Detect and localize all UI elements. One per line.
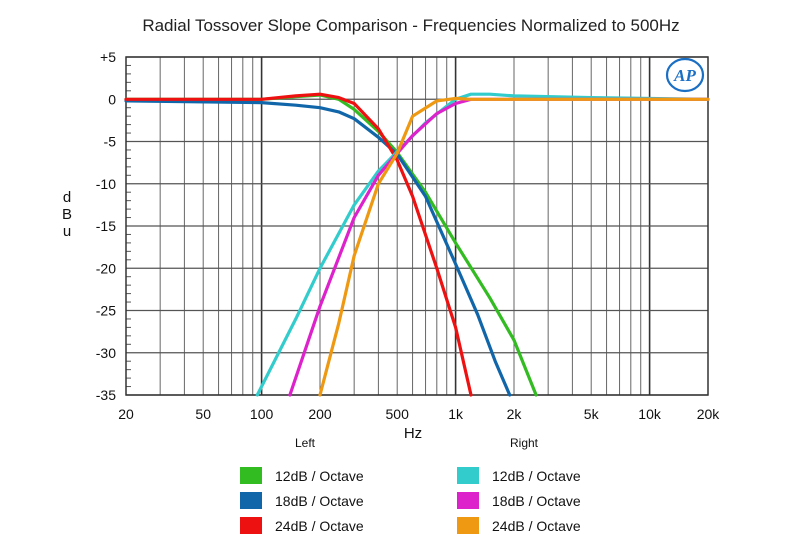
x-sublabel-right: Right — [510, 436, 539, 450]
y-tick-label: +5 — [100, 49, 116, 65]
legend-swatch — [457, 517, 479, 534]
x-tick-label: 5k — [584, 406, 600, 422]
y-tick-label: -30 — [96, 345, 116, 361]
series-lines — [124, 92, 710, 397]
y-axis-label-char: B — [62, 206, 72, 223]
horizontal-gridlines — [126, 56, 708, 396]
legend-swatch — [457, 467, 479, 484]
y-tick-label: -15 — [96, 218, 116, 234]
chart-title: Radial Tossover Slope Comparison - Frequ… — [142, 16, 679, 35]
legend-label: 12dB / Octave — [275, 468, 364, 484]
legend-label: 18dB / Octave — [492, 493, 581, 509]
series-line-right-1 — [288, 97, 710, 397]
x-tick-label: 20k — [697, 406, 721, 422]
legend-swatch — [457, 492, 479, 509]
legend-label: 18dB / Octave — [275, 493, 364, 509]
series-line-right-2 — [318, 96, 710, 397]
ap-logo: AP — [665, 57, 705, 93]
x-tick-label: 20 — [118, 406, 134, 422]
y-axis-label-char: d — [63, 189, 71, 206]
x-tick-label: 2k — [507, 406, 523, 422]
legend-swatch — [240, 492, 262, 509]
x-tick-label: 500 — [386, 406, 410, 422]
legend: 12dB / Octave 18dB / Octave 24dB / Octave 1… — [240, 467, 581, 534]
x-sublabel-left: Left — [295, 436, 316, 450]
y-tick-label: -35 — [96, 387, 116, 403]
legend-label: 24dB / Octave — [492, 518, 581, 534]
x-tick-label: 1k — [448, 406, 464, 422]
series-line-left-2 — [124, 92, 473, 397]
x-tick-label: 200 — [308, 406, 332, 422]
x-tick-label: 10k — [638, 406, 662, 422]
x-tick-labels: 20 50 100 200 500 1k 2k 5k 10k 20k — [118, 406, 720, 422]
legend-label: 12dB / Octave — [492, 468, 581, 484]
y-tick-labels: +5 0 -5 -10 -15 -20 -25 -30 -35 — [96, 49, 116, 403]
y-tick-label: -25 — [96, 303, 116, 319]
y-axis-label: dBu — [62, 189, 72, 240]
legend-label: 24dB / Octave — [275, 518, 364, 534]
x-axis-label: Hz — [404, 425, 422, 442]
legend-swatch — [240, 517, 262, 534]
y-tick-label: -10 — [96, 176, 116, 192]
x-tick-label: 100 — [250, 406, 274, 422]
y-tick-label: -20 — [96, 260, 116, 276]
legend-swatch — [240, 467, 262, 484]
y-tick-label: -5 — [104, 134, 117, 150]
ap-logo-text: AP — [673, 66, 696, 85]
series-line-left-1 — [124, 99, 512, 397]
y-tick-label: 0 — [108, 91, 116, 107]
y-axis-label-char: u — [63, 223, 71, 240]
x-tick-label: 50 — [195, 406, 211, 422]
plot-frame — [125, 56, 709, 396]
